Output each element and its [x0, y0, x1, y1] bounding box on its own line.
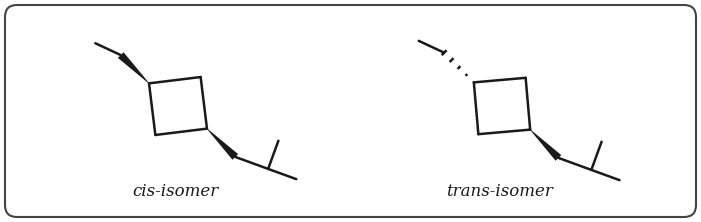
Text: cis-isomer: cis-isomer: [132, 184, 218, 200]
FancyBboxPatch shape: [5, 5, 696, 217]
Polygon shape: [530, 129, 562, 161]
Polygon shape: [207, 129, 238, 160]
Text: trans-isomer: trans-isomer: [447, 184, 553, 200]
Polygon shape: [118, 52, 149, 83]
